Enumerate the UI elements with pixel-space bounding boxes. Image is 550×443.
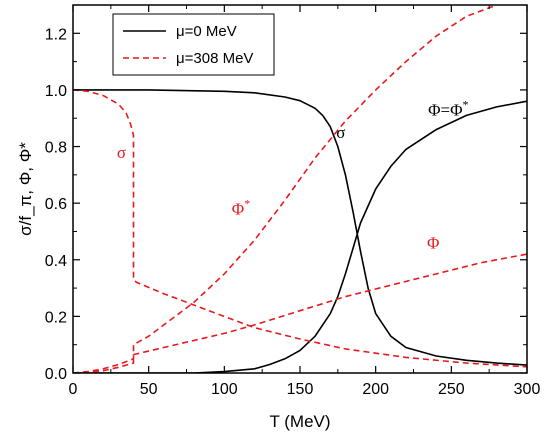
y-tick-label: 0.0 <box>45 366 67 383</box>
x-tick-label: 50 <box>140 381 158 398</box>
x-axis-label: T (MeV) <box>269 412 330 431</box>
annotation-label: σ <box>336 123 345 142</box>
x-tick-label: 300 <box>514 381 541 398</box>
series-line-mu308-2 <box>73 89 527 368</box>
legend-label-mu0: μ=0 MeV <box>176 23 237 40</box>
x-tick-label: 200 <box>362 381 389 398</box>
annotation-label: Φ <box>427 233 439 252</box>
series-line-mu0-0 <box>73 89 527 366</box>
axis-ticks <box>72 4 528 374</box>
series-line-mu308-4 <box>73 253 527 373</box>
legend: μ=0 MeV μ=308 MeV <box>112 13 275 76</box>
y-tick-label: 1.0 <box>45 83 67 100</box>
series-line-mu0-1 <box>73 100 527 373</box>
annotations: σ Φ=Φ* σ Φ* Φ <box>117 97 469 252</box>
x-tick-label: 150 <box>287 381 314 398</box>
y-tick-label: 0.4 <box>45 253 67 270</box>
x-tick-label: 0 <box>69 381 78 398</box>
tick-labels: 0 50 100 150 200 250 300 0.0 0.2 0.4 0.6 0.8 1.0 1.2 <box>45 26 541 398</box>
x-tick-label: 250 <box>438 381 465 398</box>
series-line-mu308-3 <box>73 5 497 373</box>
plot-lines <box>73 5 527 373</box>
legend-label-mu308: μ=308 MeV <box>176 50 253 67</box>
y-tick-label: 0.2 <box>45 309 67 326</box>
y-tick-label: 0.6 <box>45 196 67 213</box>
annotation-label: σ <box>117 143 126 162</box>
y-tick-label: 0.8 <box>45 140 67 157</box>
y-tick-label: 1.2 <box>45 26 67 43</box>
legend-box <box>112 13 275 76</box>
annotation-label: Φ* <box>232 196 250 218</box>
annotation-label: Φ=Φ* <box>428 97 468 119</box>
x-tick-label: 100 <box>211 381 238 398</box>
y-axis-label: σ/f_π, Φ, Φ* <box>16 142 35 236</box>
